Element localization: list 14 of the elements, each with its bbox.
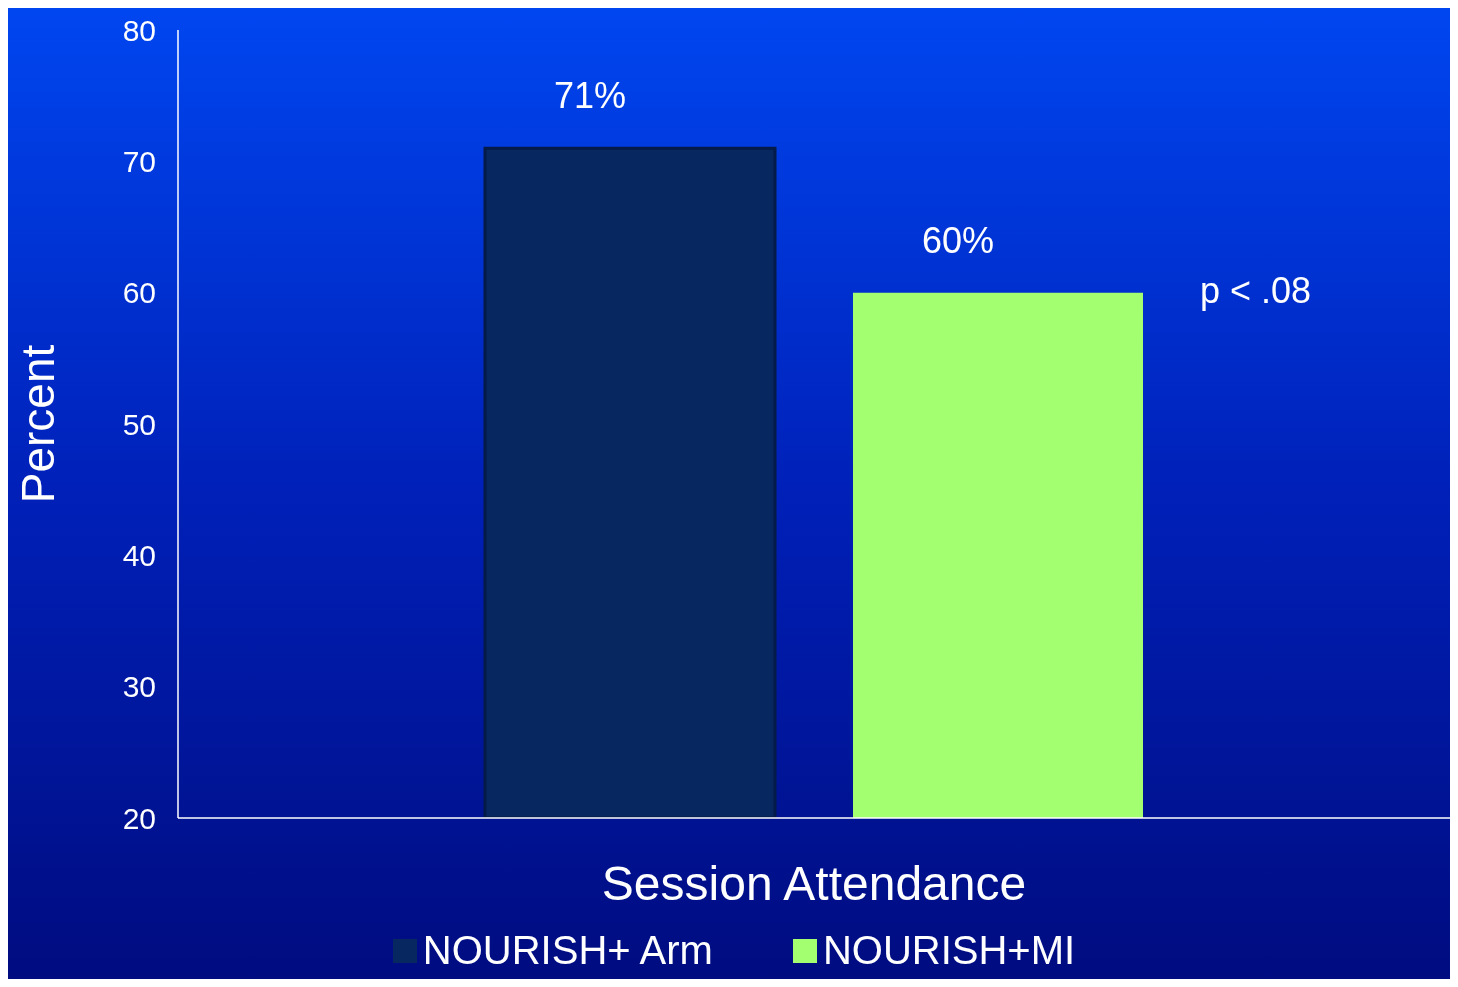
annotation: p < .08: [1200, 270, 1312, 312]
data-label: 60%: [921, 219, 995, 261]
y-tick-label: 80: [122, 13, 156, 47]
data-label: 71%: [553, 75, 627, 117]
text: NOURISH+ Arm: [422, 928, 713, 973]
y-tick-label: 60: [122, 276, 156, 310]
x-tick-label: Session Attendance: [601, 857, 1027, 911]
y-tick-label: 50: [122, 407, 156, 441]
y-axis-title: Percent: [12, 344, 65, 504]
legend-label: NOURISH+MI: [822, 928, 1076, 973]
y-tick-label: 20: [122, 801, 156, 835]
y-tick-label: 40: [122, 538, 156, 572]
y-tick-label: 30: [122, 670, 156, 704]
y-tick-label: 70: [122, 144, 156, 178]
